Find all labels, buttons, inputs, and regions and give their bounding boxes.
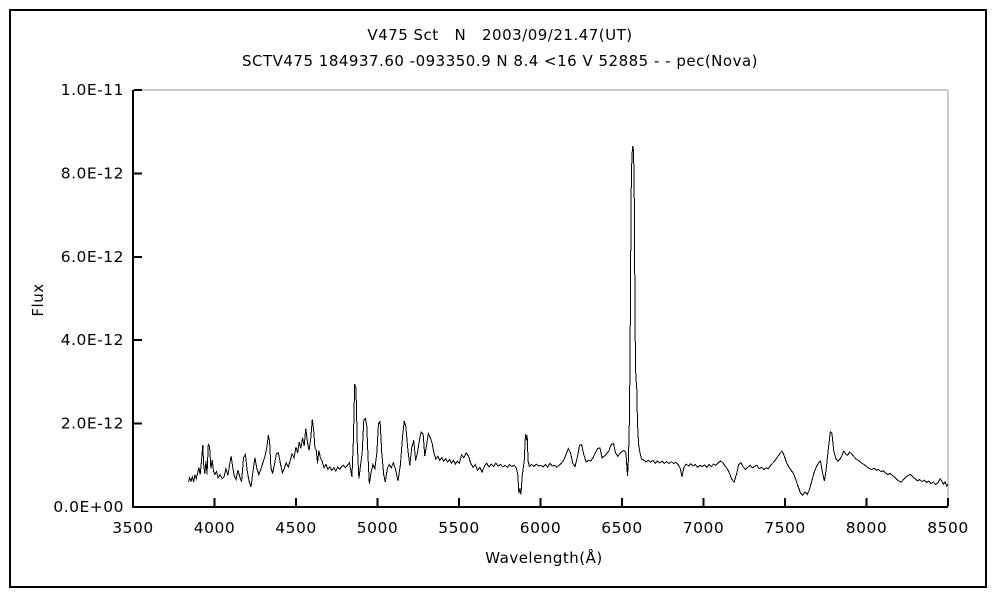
x-axis-label: Wavelength(Å) <box>485 549 603 567</box>
x-tick-label: 6500 <box>601 519 642 537</box>
y-tick-label: 1.0E-11 <box>61 81 124 99</box>
x-tick-label: 5500 <box>438 519 479 537</box>
y-tick-label: 6.0E-12 <box>61 248 124 266</box>
chart-subtitle: SCTV475 184937.60 -093350.9 N 8.4 <16 V … <box>241 52 759 70</box>
x-tick-label: 4500 <box>275 519 316 537</box>
y-tick-label: 8.0E-12 <box>61 164 124 182</box>
x-tick-label: 8500 <box>927 519 968 537</box>
y-tick-label: 2.0E-12 <box>61 415 124 433</box>
x-tick-label: 5000 <box>357 519 398 537</box>
spectrum-line <box>187 146 949 497</box>
x-tick-label: 7500 <box>764 519 805 537</box>
chart-title: V475 Sct N 2003/09/21.47(UT) <box>367 26 633 44</box>
y-tick-label: 0.0E+00 <box>53 498 124 516</box>
x-tick-label: 3500 <box>112 519 153 537</box>
x-tick-label: 7000 <box>683 519 724 537</box>
y-tick-label: 4.0E-12 <box>61 331 124 349</box>
x-tick-label: 6000 <box>520 519 561 537</box>
x-tick-label: 8000 <box>846 519 887 537</box>
x-tick-label: 4000 <box>194 519 235 537</box>
